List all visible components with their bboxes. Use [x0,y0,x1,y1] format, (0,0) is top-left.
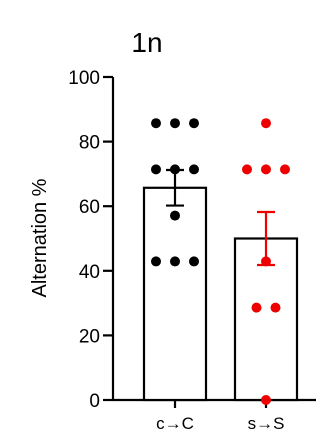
x-axis: c→C s→S [113,398,316,433]
data-point [170,164,180,175]
data-point [261,395,271,405]
data-point [261,164,271,175]
data-point [261,118,271,129]
y-tick-label: 40 [79,262,100,283]
data-points [151,118,290,405]
data-point [151,256,161,267]
data-point [242,164,252,175]
data-point [261,256,271,267]
data-point [151,164,161,175]
y-axis-label: Alternation % [29,178,51,297]
data-point [170,210,180,221]
y-tick-label: 80 [79,133,100,154]
bars [142,168,299,402]
y-axis: 0 20 40 60 80 100 [68,68,115,412]
y-tick-label: 0 [89,391,100,412]
data-point [251,302,262,313]
data-point [189,164,199,175]
chart-title: 1n [131,27,162,58]
y-tick-label: 20 [79,326,100,347]
data-point [189,118,199,129]
y-tick-label: 100 [68,68,100,89]
data-point [189,256,199,267]
data-point [280,164,290,175]
x-tick-label: c→C [156,414,194,433]
data-point [151,118,161,129]
data-point [170,118,180,129]
data-point [270,302,281,313]
y-tick-label: 60 [79,197,100,218]
data-point [170,256,180,267]
x-tick-label: s→S [248,414,285,433]
